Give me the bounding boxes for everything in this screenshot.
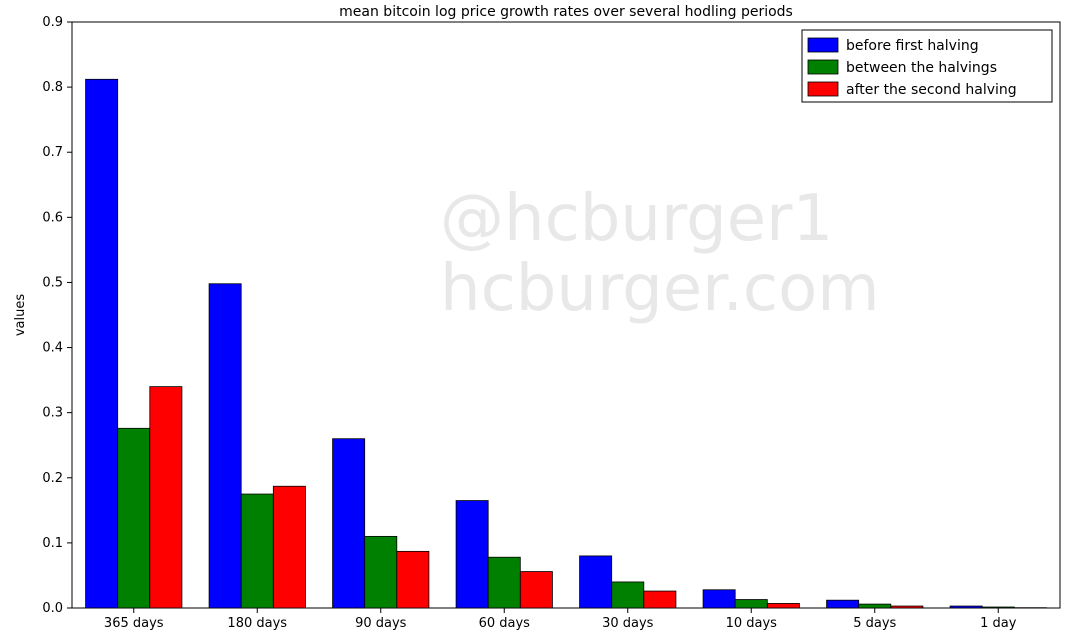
x-tick-label: 60 days bbox=[479, 616, 531, 631]
bar bbox=[982, 607, 1014, 608]
x-tick-label: 365 days bbox=[104, 616, 164, 631]
y-tick-label: 0.6 bbox=[42, 210, 63, 225]
x-tick-label: 90 days bbox=[355, 616, 407, 631]
bar bbox=[209, 284, 241, 608]
legend-swatch bbox=[808, 82, 838, 96]
chart-container: @hcburger1hcburger.com 0.0 0.1 0.2 0.3 0.4 0.5… bbox=[0, 0, 1080, 642]
watermark-line1: @hcburger1 bbox=[440, 182, 833, 256]
bar bbox=[273, 486, 305, 608]
legend-swatch bbox=[808, 60, 838, 74]
bar bbox=[580, 556, 612, 608]
x-tick-label: 30 days bbox=[602, 616, 654, 631]
bar bbox=[859, 604, 891, 608]
bar bbox=[520, 572, 552, 608]
y-tick-label: 0.3 bbox=[42, 406, 63, 421]
legend-label: between the halvings bbox=[846, 60, 997, 76]
x-tick-label: 180 days bbox=[227, 616, 287, 631]
chart-title: mean bitcoin log price growth rates over… bbox=[339, 4, 793, 20]
bar bbox=[365, 536, 397, 608]
bar bbox=[456, 501, 488, 608]
legend-label: after the second halving bbox=[846, 82, 1017, 98]
x-tick-label: 10 days bbox=[726, 616, 778, 631]
x-tick-label: 1 day bbox=[980, 616, 1017, 631]
legend-label: before first halving bbox=[846, 38, 979, 54]
bar bbox=[950, 606, 982, 608]
bar bbox=[241, 494, 273, 608]
y-tick-label: 0.7 bbox=[42, 145, 63, 160]
bar bbox=[891, 606, 923, 608]
y-tick-label: 0.2 bbox=[42, 471, 63, 486]
y-tick-label: 0.1 bbox=[42, 536, 63, 551]
watermark-line2: hcburger.com bbox=[440, 252, 880, 326]
bar bbox=[703, 590, 735, 608]
bar-chart: @hcburger1hcburger.com 0.0 0.1 0.2 0.3 0.4 0.5… bbox=[0, 0, 1080, 642]
bar bbox=[118, 428, 150, 608]
bar bbox=[644, 591, 676, 608]
bar bbox=[767, 603, 799, 608]
y-tick-label: 0.0 bbox=[42, 601, 63, 616]
bar bbox=[827, 600, 859, 608]
y-tick-label: 0.9 bbox=[42, 15, 63, 30]
y-tick-label: 0.4 bbox=[42, 341, 63, 356]
y-tick-label: 0.5 bbox=[42, 275, 63, 290]
y-axis-label: values bbox=[13, 294, 28, 337]
x-tick-label: 5 days bbox=[853, 616, 896, 631]
legend-swatch bbox=[808, 38, 838, 52]
bar bbox=[333, 439, 365, 608]
bar bbox=[735, 600, 767, 608]
y-tick-label: 0.8 bbox=[42, 80, 63, 95]
bar bbox=[150, 387, 182, 608]
bar bbox=[488, 557, 520, 608]
bar bbox=[397, 551, 429, 608]
bar bbox=[612, 582, 644, 608]
bar bbox=[86, 79, 118, 608]
